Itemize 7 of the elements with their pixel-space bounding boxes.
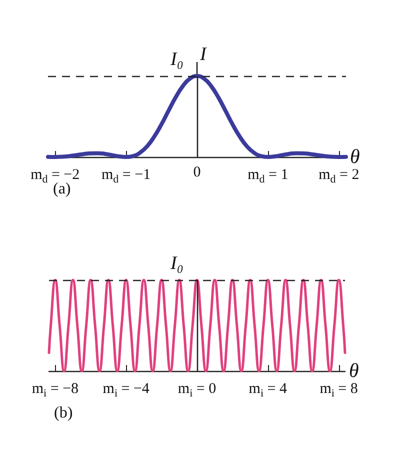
legend-label: I₀ [170, 49, 184, 70]
y-axis-title: I [199, 44, 208, 65]
text: (b) [54, 404, 73, 422]
x-tick-label: 0 [193, 164, 201, 180]
x-axis-title: θ [350, 146, 360, 168]
ref-line-label: I₀ [170, 253, 184, 274]
x-axis-title: θ [349, 360, 359, 382]
